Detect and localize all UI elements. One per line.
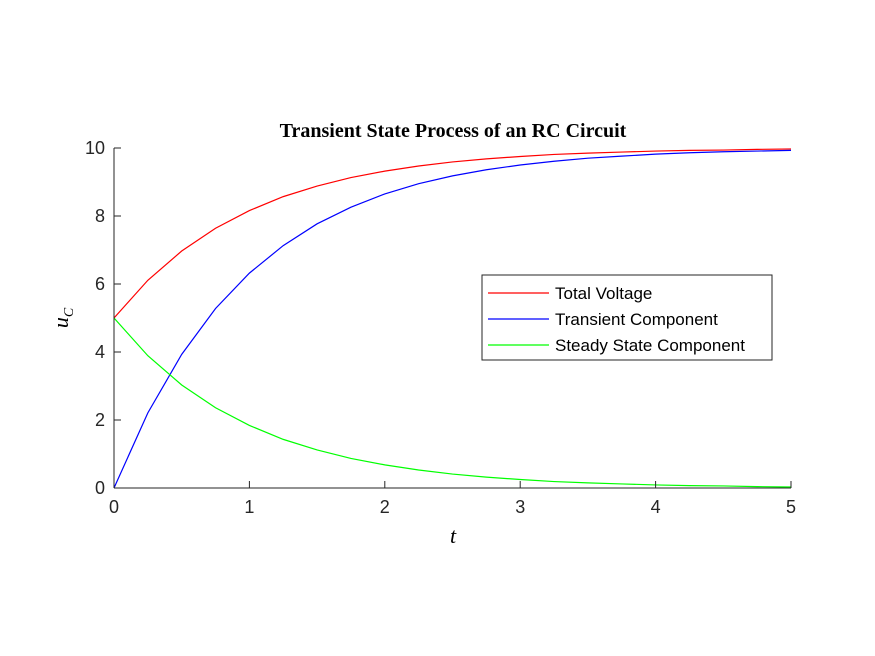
x-axis-label: t <box>450 523 457 548</box>
y-tick-label: 8 <box>95 206 105 226</box>
y-axis-label: uC <box>48 307 77 328</box>
series-line-3 <box>113 317 792 488</box>
y-axis-label-main: u <box>48 317 73 328</box>
y-tick-label: 2 <box>95 410 105 430</box>
x-tick-label: 2 <box>380 497 390 517</box>
chart-title: Transient State Process of an RC Circuit <box>280 120 627 142</box>
plot-area: 0 1 2 3 4 5 0 2 4 6 8 10 <box>85 138 796 517</box>
legend: Total Voltage Transient Component Steady S… <box>481 274 773 361</box>
x-tick-label: 1 <box>244 497 254 517</box>
series-line-1 <box>113 148 792 319</box>
legend-label-2: Transient Component <box>555 310 718 329</box>
legend-label-1: Total Voltage <box>555 284 652 303</box>
legend-label-3: Steady State Component <box>555 336 745 355</box>
series-line-2 <box>113 149 792 489</box>
x-tick-label: 5 <box>786 497 796 517</box>
legend-box <box>481 274 773 361</box>
y-tick-label: 0 <box>95 478 105 498</box>
x-tick-label: 0 <box>109 497 119 517</box>
x-tick-label: 3 <box>515 497 525 517</box>
y-axis-label-sub: C <box>62 307 77 317</box>
x-tick-label: 4 <box>651 497 661 517</box>
y-tick-label: 10 <box>85 138 105 158</box>
y-tick-label: 6 <box>95 274 105 294</box>
y-tick-label: 4 <box>95 342 105 362</box>
